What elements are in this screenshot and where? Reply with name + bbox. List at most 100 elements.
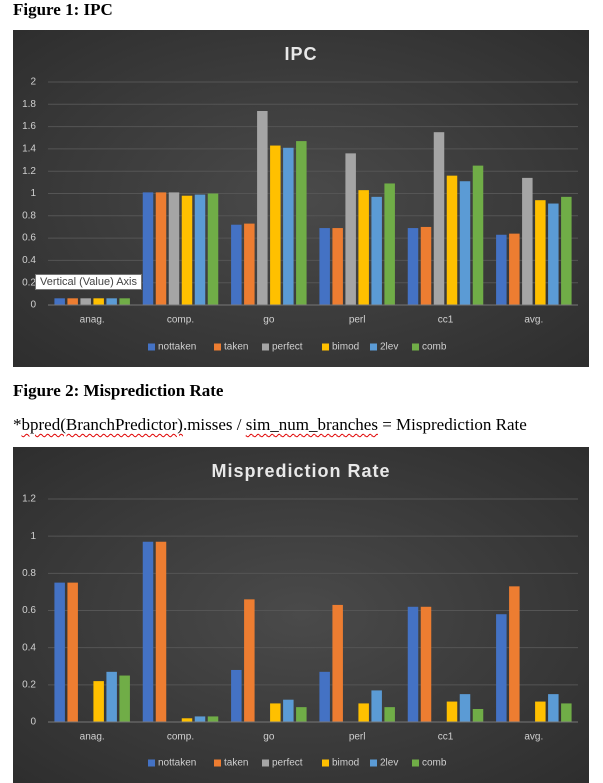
x-tick-label: cc1 xyxy=(438,732,454,743)
x-tick-label: comp. xyxy=(167,315,194,326)
bar xyxy=(561,703,572,722)
x-tick-label: go xyxy=(263,732,275,743)
chart: IPC 0 0.2 0.4 0.6 0.8 1 1.2 1.4 1.6 1.8 2 anag. comp.… xyxy=(13,30,589,367)
x-tick-label: avg. xyxy=(524,732,543,743)
legend-label: comb xyxy=(422,758,447,769)
legend-label: comb xyxy=(422,342,447,353)
bar xyxy=(384,707,395,722)
bar xyxy=(332,604,343,722)
y-tick-label: 0.4 xyxy=(22,642,36,653)
y-tick-label: 0.6 xyxy=(22,233,36,244)
bar xyxy=(283,699,294,722)
y-tick-label: 1 xyxy=(30,188,36,199)
y-tick-label: 1.8 xyxy=(22,99,36,110)
bar xyxy=(168,192,180,305)
bar xyxy=(67,582,78,722)
bar xyxy=(244,223,255,305)
legend-swatch xyxy=(262,343,269,351)
x-tick-label: cc1 xyxy=(438,315,454,326)
y-tick-label: 1.6 xyxy=(22,121,36,132)
x-tick-label: perl xyxy=(349,315,366,326)
bar xyxy=(231,669,242,722)
chart: Misprediction Rate 0 0.2 0.4 0.6 0.8 1 1.2 anag.… xyxy=(13,447,589,783)
x-tick-label: comp. xyxy=(167,732,194,743)
legend-label: taken xyxy=(224,758,248,769)
bar xyxy=(548,694,559,722)
legend-label: bimod xyxy=(332,342,359,353)
legend-swatch xyxy=(370,759,377,767)
legend-label: 2lev xyxy=(380,342,398,353)
bar xyxy=(561,196,572,305)
formula: *bpred(BranchPredictor).misses / sim_num… xyxy=(13,415,527,435)
bar xyxy=(257,110,268,306)
bar xyxy=(106,671,117,722)
bar xyxy=(472,165,484,305)
bar xyxy=(509,586,520,722)
chart-background xyxy=(13,447,589,783)
legend-swatch xyxy=(412,759,419,767)
legend-swatch xyxy=(214,343,221,351)
bar xyxy=(142,192,154,305)
bar xyxy=(155,541,167,722)
bar xyxy=(535,701,546,722)
legend-swatch xyxy=(322,759,329,767)
bar xyxy=(535,200,546,305)
bar xyxy=(407,606,419,722)
bar xyxy=(181,195,193,305)
bar xyxy=(496,614,507,722)
bar xyxy=(181,718,193,722)
bar xyxy=(106,298,117,305)
bar xyxy=(80,298,91,305)
legend-swatch xyxy=(148,759,155,767)
bar xyxy=(93,298,104,305)
bar xyxy=(522,177,533,305)
legend-label: taken xyxy=(224,342,248,353)
bar xyxy=(446,701,458,722)
bar xyxy=(231,224,242,305)
bar xyxy=(270,145,281,305)
x-tick-label: avg. xyxy=(524,315,543,326)
bar xyxy=(270,703,281,722)
y-tick-label: 1.4 xyxy=(22,144,36,155)
y-tick-label: 1.2 xyxy=(22,166,36,177)
legend-label: nottaken xyxy=(158,758,196,769)
legend-swatch xyxy=(322,343,329,351)
figure-caption: Figure 2: Misprediction Rate xyxy=(13,381,224,400)
y-tick-label: 0.8 xyxy=(22,568,36,579)
y-tick-label: 0 xyxy=(30,717,36,728)
bar xyxy=(509,233,520,305)
bar xyxy=(496,234,507,305)
formula-part: bpred(BranchPredictor) xyxy=(21,415,183,434)
bar xyxy=(296,141,307,305)
bar xyxy=(283,147,294,305)
bar xyxy=(420,226,432,305)
bar xyxy=(433,132,445,305)
bar xyxy=(358,703,369,722)
bar xyxy=(207,193,219,305)
y-tick-label: 1 xyxy=(30,531,36,542)
bar xyxy=(142,541,154,722)
chart-title: IPC xyxy=(284,44,317,64)
bar xyxy=(93,681,104,722)
tooltip: Vertical (Value) Axis xyxy=(35,274,143,290)
bar xyxy=(244,599,255,722)
chart-title: Misprediction Rate xyxy=(211,461,390,481)
figure-caption: Figure 1: IPC xyxy=(13,0,113,19)
legend-swatch xyxy=(214,759,221,767)
y-tick-label: 2 xyxy=(30,77,36,88)
bar xyxy=(319,671,330,722)
legend-swatch xyxy=(370,343,377,351)
y-tick-label: 0.2 xyxy=(22,679,36,690)
bar xyxy=(472,708,484,722)
y-tick-label: 0.4 xyxy=(22,255,36,266)
legend-label: bimod xyxy=(332,758,359,769)
bar xyxy=(194,716,206,722)
bar xyxy=(358,190,369,305)
bar xyxy=(54,582,65,722)
bar xyxy=(420,606,432,722)
formula-part: * xyxy=(13,415,22,434)
legend-swatch xyxy=(412,343,419,351)
bar xyxy=(459,694,471,722)
x-tick-label: anag. xyxy=(80,732,105,743)
bar xyxy=(319,228,330,305)
